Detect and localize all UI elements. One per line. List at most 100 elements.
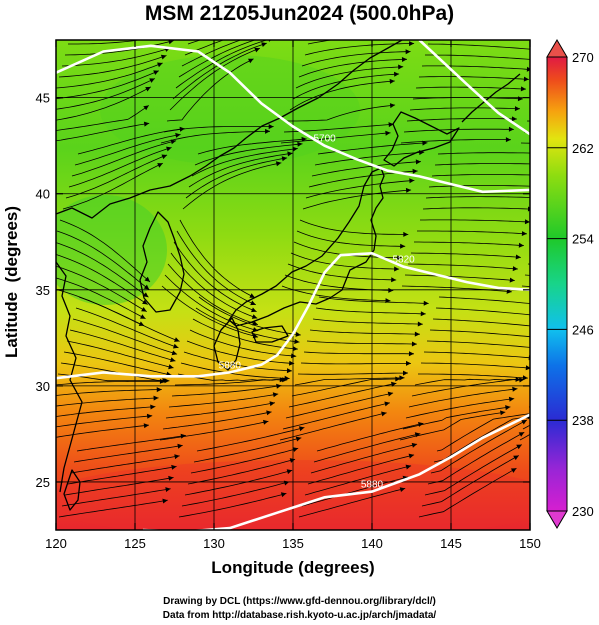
streamline-arrowhead bbox=[143, 105, 149, 111]
streamline-arrowhead bbox=[172, 32, 177, 37]
streamline-arrowhead bbox=[405, 187, 412, 193]
streamline-arrowhead bbox=[384, 401, 390, 407]
streamline-arrowhead bbox=[397, 255, 403, 261]
x-tick-label: 150 bbox=[519, 536, 541, 551]
colorbar-ticks: 230 238 246 254 262 270 bbox=[547, 50, 594, 519]
streamline-arrowhead bbox=[279, 377, 285, 383]
streamline bbox=[438, 296, 530, 304]
streamline bbox=[429, 329, 530, 338]
streamline bbox=[180, 362, 290, 379]
streamline bbox=[414, 378, 525, 386]
streamline-arrowhead bbox=[281, 156, 288, 162]
streamline bbox=[405, 398, 515, 419]
streamline-arrowhead bbox=[511, 116, 517, 122]
streamline-arrowhead bbox=[520, 86, 526, 92]
streamline-arrowhead bbox=[174, 454, 180, 460]
colorbar-tick-label: 270 bbox=[572, 50, 594, 65]
warm-patch-south bbox=[56, 460, 530, 530]
streamline bbox=[162, 411, 272, 430]
streamline-arrowhead bbox=[412, 33, 417, 38]
streamline bbox=[287, 263, 397, 281]
streamline bbox=[181, 40, 243, 67]
streamline bbox=[292, 73, 400, 100]
streamline bbox=[58, 55, 167, 78]
streamline bbox=[56, 70, 159, 100]
streamline-arrowhead bbox=[138, 321, 145, 326]
streamline-arrowhead bbox=[143, 423, 149, 429]
streamline-arrowhead bbox=[174, 337, 180, 342]
x-tick-label: 140 bbox=[361, 536, 383, 551]
streamline bbox=[296, 230, 406, 247]
streamline bbox=[287, 104, 396, 122]
streamline bbox=[295, 66, 404, 89]
streamline bbox=[436, 413, 530, 452]
coastline-korea bbox=[139, 211, 185, 313]
streamline bbox=[61, 488, 171, 507]
streamline-arrowhead bbox=[540, 162, 545, 167]
streamline-arrowhead bbox=[165, 487, 171, 492]
streamline bbox=[56, 424, 150, 438]
streamline-arrowhead bbox=[516, 444, 522, 450]
streamline bbox=[56, 265, 147, 312]
coastlines bbox=[56, 40, 521, 511]
streamline-arrowhead bbox=[170, 357, 176, 363]
streamline-arrowhead bbox=[522, 375, 528, 381]
streamline-arrowhead bbox=[160, 54, 167, 60]
streamline-arrowhead bbox=[403, 370, 408, 376]
colorbar-bottom-arrow bbox=[546, 510, 568, 529]
streamline-arrowhead bbox=[385, 130, 391, 136]
streamline bbox=[192, 318, 298, 350]
streamline bbox=[299, 219, 409, 235]
streamline bbox=[61, 47, 171, 67]
streamline bbox=[160, 130, 271, 144]
colorbar-tick-label: 246 bbox=[572, 322, 594, 337]
streamline-arrowhead bbox=[521, 420, 527, 425]
streamline-arrowhead bbox=[168, 475, 174, 481]
streamline bbox=[56, 86, 151, 121]
streamline-arrowhead bbox=[301, 136, 307, 142]
streamline-arrowhead bbox=[409, 41, 415, 47]
streamline-arrowhead bbox=[274, 32, 280, 37]
streamline bbox=[69, 329, 176, 362]
streamline bbox=[291, 378, 401, 397]
streamline-arrowhead bbox=[265, 128, 270, 134]
streamline-arrowhead bbox=[289, 15, 294, 20]
streamline-arrowhead bbox=[295, 436, 302, 442]
streamline-arrowhead bbox=[408, 351, 414, 357]
y-tick-label: 25 bbox=[36, 475, 50, 490]
streamline-arrowhead bbox=[411, 442, 418, 448]
coastline-honshu bbox=[228, 167, 385, 327]
streamline bbox=[310, 443, 418, 474]
streamline bbox=[417, 230, 527, 235]
streamline bbox=[315, 307, 426, 315]
streamline-arrowhead bbox=[162, 498, 168, 504]
streamline-arrowhead bbox=[251, 314, 258, 319]
streamline bbox=[279, 412, 387, 441]
streamline-arrowhead bbox=[285, 21, 290, 26]
streamline bbox=[403, 128, 514, 133]
streamline bbox=[425, 196, 530, 199]
streamline bbox=[420, 362, 530, 369]
streamline-arrowhead bbox=[515, 376, 521, 382]
streamline bbox=[56, 254, 148, 305]
streamline-arrowhead bbox=[405, 464, 412, 470]
streamline-arrowhead bbox=[289, 360, 295, 366]
streamline bbox=[56, 105, 150, 131]
streamline-arrowhead bbox=[387, 391, 394, 397]
streamline-arrowhead bbox=[171, 464, 177, 470]
streamline bbox=[65, 154, 168, 199]
streamline-arrowhead bbox=[159, 378, 165, 384]
streamline bbox=[56, 389, 162, 396]
chart-title: MSM 21Z05Jun2024 (500.0hPa) bbox=[144, 2, 455, 25]
streamline bbox=[431, 174, 530, 177]
streamline bbox=[66, 340, 174, 369]
streamline bbox=[410, 252, 521, 258]
streamline-arrowhead bbox=[179, 126, 185, 132]
streamline-arrowhead bbox=[275, 161, 282, 167]
streamline bbox=[169, 47, 261, 111]
streamline-arrowhead bbox=[518, 432, 525, 437]
streamline-arrowhead bbox=[388, 287, 394, 293]
streamline bbox=[72, 318, 178, 355]
streamline bbox=[78, 296, 180, 342]
